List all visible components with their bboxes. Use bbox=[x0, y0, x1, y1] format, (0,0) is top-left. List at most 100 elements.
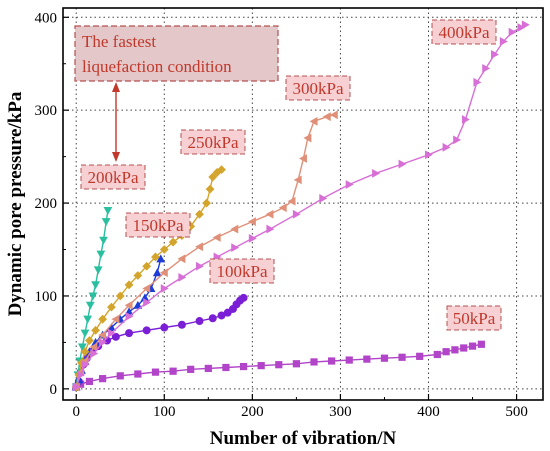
data-point bbox=[508, 27, 517, 37]
series-line bbox=[75, 169, 222, 388]
x-tick-label: 200 bbox=[241, 404, 264, 420]
data-point bbox=[208, 172, 218, 182]
data-point bbox=[98, 314, 108, 324]
data-point bbox=[80, 347, 90, 357]
data-point bbox=[178, 272, 187, 282]
y-axis-title: Dynamic pore pressure/kPa bbox=[5, 91, 26, 316]
arrow-head-down bbox=[112, 152, 120, 162]
data-point bbox=[80, 329, 90, 338]
data-point bbox=[310, 358, 318, 366]
data-point bbox=[205, 184, 215, 194]
data-point bbox=[125, 329, 134, 338]
data-point bbox=[168, 237, 178, 247]
data-point bbox=[99, 338, 108, 347]
data-point bbox=[143, 298, 152, 307]
data-point bbox=[140, 293, 150, 302]
series-label-text: 400kPa bbox=[439, 23, 490, 42]
data-point bbox=[212, 233, 221, 242]
data-point bbox=[142, 326, 151, 335]
data-point bbox=[499, 37, 508, 46]
series-label-text: 200kPa bbox=[88, 168, 139, 187]
data-point bbox=[217, 311, 226, 320]
x-axis-title: Number of vibration/N bbox=[210, 428, 397, 449]
data-point bbox=[460, 344, 468, 352]
data-point bbox=[424, 150, 433, 160]
data-point bbox=[477, 340, 485, 348]
x-tick-label: 0 bbox=[72, 404, 80, 420]
data-point bbox=[107, 328, 116, 338]
labels-layer: 50kPa 100kPa 150kPa 200kPa 250kPa 300kPa 400kP… bbox=[74, 19, 502, 331]
series-label-box bbox=[80, 164, 146, 190]
data-point bbox=[239, 362, 248, 371]
data-point bbox=[111, 332, 120, 341]
data-point bbox=[116, 372, 124, 380]
series-label-box bbox=[431, 19, 497, 45]
data-point bbox=[482, 63, 491, 73]
data-point bbox=[107, 302, 116, 312]
data-point bbox=[230, 224, 239, 234]
data-point bbox=[177, 254, 186, 264]
data-point bbox=[473, 77, 482, 87]
data-point bbox=[103, 206, 113, 215]
data-point bbox=[107, 323, 116, 332]
data-point bbox=[292, 209, 301, 219]
data-point bbox=[442, 142, 451, 152]
series-label-50kPa: 50kPa bbox=[446, 305, 502, 331]
data-point bbox=[77, 370, 86, 380]
series-label-box bbox=[180, 129, 246, 155]
data-point bbox=[85, 336, 94, 345]
data-point bbox=[231, 243, 240, 253]
data-point bbox=[217, 165, 226, 175]
liquefaction-annotation: The fastest liquefaction condition bbox=[74, 25, 279, 162]
data-point bbox=[322, 112, 331, 122]
data-point bbox=[521, 20, 530, 30]
plot-frame bbox=[62, 7, 544, 401]
data-point bbox=[133, 271, 143, 280]
data-point bbox=[292, 360, 300, 368]
data-point bbox=[293, 175, 302, 185]
data-point bbox=[89, 342, 98, 352]
data-point bbox=[453, 135, 462, 145]
data-point bbox=[287, 196, 296, 206]
y-tick-label: 100 bbox=[35, 289, 58, 305]
data-point bbox=[142, 284, 151, 293]
data-point bbox=[124, 280, 134, 290]
data-point bbox=[416, 352, 424, 360]
data-point bbox=[96, 250, 106, 259]
data-point bbox=[91, 281, 100, 290]
data-point bbox=[85, 301, 95, 310]
data-point bbox=[309, 116, 318, 126]
series-label-box bbox=[125, 212, 191, 238]
data-point bbox=[195, 317, 204, 326]
data-point bbox=[212, 168, 222, 177]
data-point bbox=[398, 159, 407, 169]
data-point bbox=[99, 375, 107, 383]
data-point bbox=[433, 350, 441, 359]
y-tick-label: 0 bbox=[50, 382, 58, 398]
data-point bbox=[159, 245, 169, 254]
series-layer bbox=[71, 20, 530, 392]
data-point bbox=[72, 382, 81, 392]
y-tick-label: 400 bbox=[35, 10, 58, 26]
data-point bbox=[90, 349, 99, 358]
data-point bbox=[319, 194, 328, 203]
data-point bbox=[85, 377, 94, 386]
data-point bbox=[99, 236, 108, 245]
series-label-box bbox=[446, 305, 502, 331]
arrow-head-up bbox=[112, 82, 120, 92]
data-point bbox=[160, 323, 169, 332]
series-label-300kPa: 300kPa bbox=[285, 75, 351, 101]
data-point bbox=[442, 348, 450, 356]
data-point bbox=[363, 355, 371, 363]
data-point bbox=[380, 354, 389, 362]
data-point bbox=[195, 261, 204, 271]
series-label-box bbox=[209, 258, 275, 284]
data-point bbox=[151, 368, 160, 376]
data-point bbox=[125, 311, 134, 321]
data-point bbox=[187, 365, 195, 373]
data-point bbox=[159, 268, 168, 278]
data-point bbox=[151, 252, 160, 262]
data-point bbox=[491, 50, 499, 59]
data-point bbox=[91, 325, 100, 335]
grid bbox=[63, 8, 543, 400]
